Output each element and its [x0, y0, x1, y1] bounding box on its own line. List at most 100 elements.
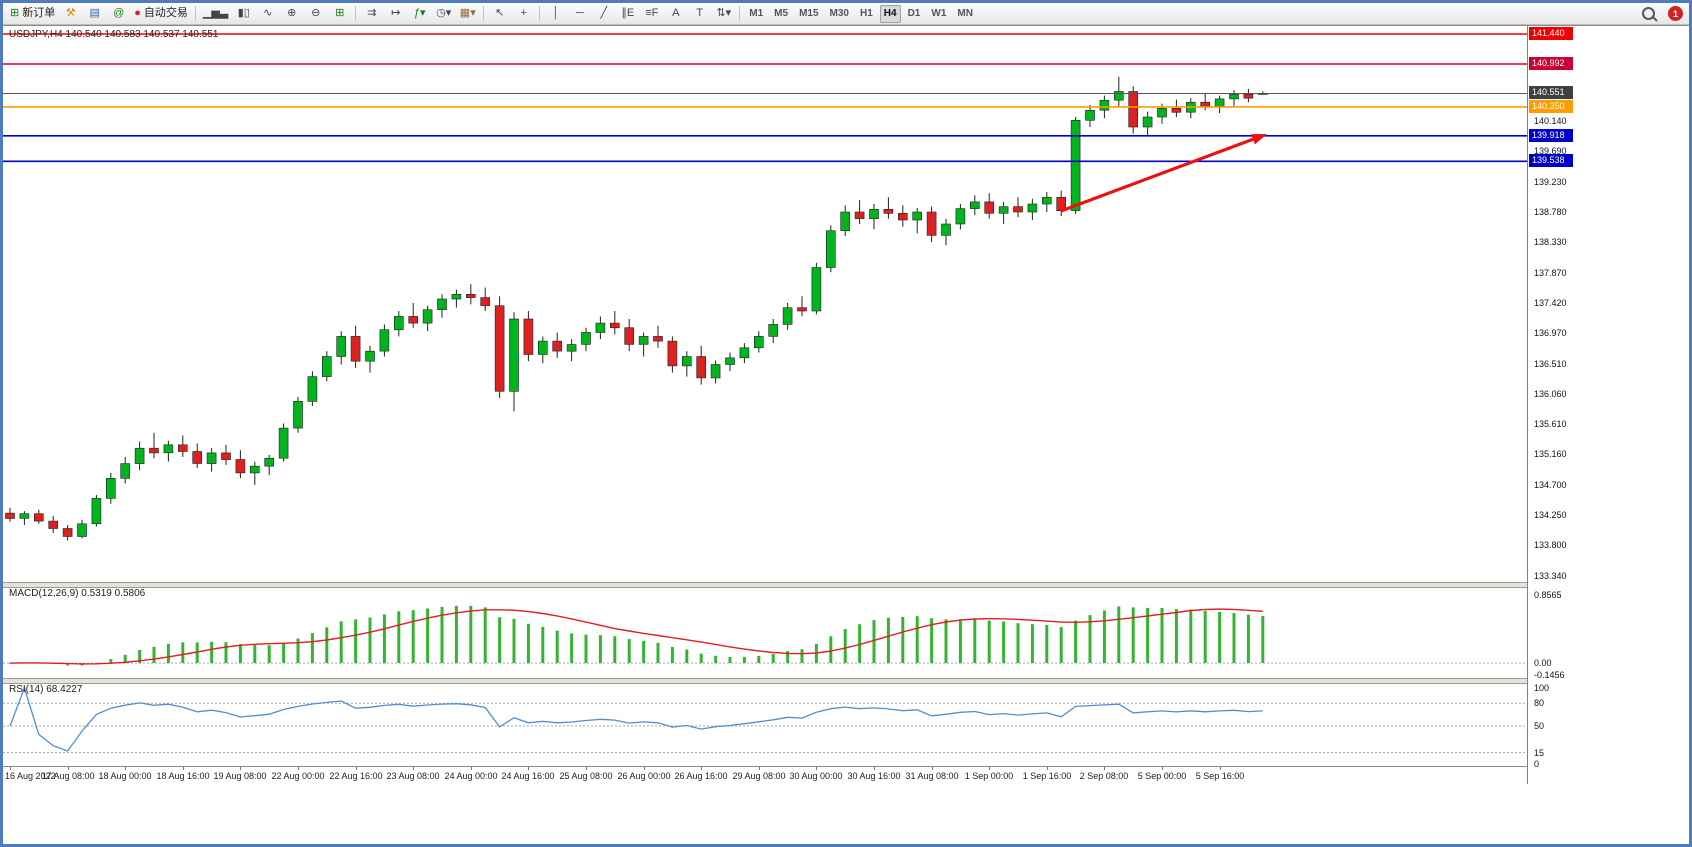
metaeditor-button[interactable]: ⚒ [59, 4, 82, 24]
price-axis[interactable]: 140.140 139.690 139.230 138.780 138.330 137.8… [1527, 26, 1689, 784]
time-label: 23 Aug 08:00 [386, 771, 440, 781]
auto-trading-label: 自动交易 [143, 7, 188, 19]
label-button[interactable]: T [688, 4, 711, 24]
time-label: 5 Sep 00:00 [1137, 771, 1187, 781]
chart-shift-button[interactable]: ↦ [384, 4, 407, 24]
price-tick: 135.160 [1534, 449, 1567, 459]
rsi-scale-tick: 80 [1534, 698, 1545, 708]
time-tick [125, 767, 126, 770]
time-label: 22 Aug 00:00 [271, 771, 325, 781]
rsi-scale-tick: 100 [1534, 683, 1550, 693]
auto-scroll-button[interactable]: ⇉ [360, 4, 383, 24]
timeframe-H4[interactable]: H4 [879, 4, 901, 23]
indicators-button[interactable]: ƒ▾ [408, 4, 431, 24]
timeframe-M5[interactable]: M5 [774, 8, 789, 19]
price-tick: 134.250 [1534, 510, 1567, 520]
tile-windows-button[interactable]: ⊞ [328, 4, 351, 24]
time-tick [759, 767, 760, 770]
zoom-in-button[interactable]: ⊕ [280, 4, 303, 24]
zoom-out-icon: ⊖ [311, 7, 321, 19]
time-axis[interactable]: 16 Aug 2022 17 Aug 08:00 18 Aug 00:00 18 Au… [3, 766, 1527, 785]
auto-trading-button[interactable]: ● 自动交易 [131, 4, 191, 24]
time-tick [183, 767, 184, 770]
timeframe-M1[interactable]: M1 [749, 8, 764, 19]
time-label: 5 Sep 16:00 [1195, 771, 1245, 781]
time-tick [1162, 767, 1163, 770]
toolbar-separator [355, 6, 357, 21]
time-label: 2 Sep 08:00 [1079, 771, 1129, 781]
horizontal-line-button[interactable]: ─ [568, 4, 591, 24]
price-tag: 140.350 [1529, 100, 1573, 113]
tile-windows-icon: ⊞ [335, 7, 345, 19]
time-tick [413, 767, 414, 770]
search-button[interactable] [1637, 4, 1660, 24]
price-tag: 139.538 [1529, 154, 1573, 167]
toolbar-separator [483, 6, 485, 21]
zoom-in-icon: ⊕ [287, 7, 297, 19]
text-button[interactable]: A [664, 4, 687, 24]
time-tick [68, 767, 69, 770]
arrows-button[interactable]: ⇅▾ [712, 4, 735, 24]
time-tick [298, 767, 299, 770]
auto-trading-icon: ● [134, 7, 141, 19]
zoom-out-button[interactable]: ⊖ [304, 4, 327, 24]
fibonacci-button[interactable]: ≡F [640, 4, 663, 24]
vertical-line-button[interactable]: │ [544, 4, 567, 24]
indicators-icon: ƒ▾ [413, 7, 426, 19]
time-label: 26 Aug 16:00 [674, 771, 728, 781]
price-tag: 140.992 [1529, 57, 1573, 70]
price-tick: 138.330 [1534, 237, 1567, 247]
rsi-scale-tick: 0 [1534, 759, 1540, 769]
timeframe-D1[interactable]: D1 [907, 8, 921, 19]
price-chart[interactable] [3, 26, 1527, 582]
time-tick [356, 767, 357, 770]
cursor-button[interactable]: ↖ [488, 4, 511, 24]
time-label: 18 Aug 16:00 [156, 771, 210, 781]
price-tick: 133.340 [1534, 571, 1567, 581]
panel-separator[interactable] [3, 582, 1527, 588]
toolbar-separator [539, 6, 541, 21]
time-label: 25 Aug 08:00 [559, 771, 613, 781]
candlestick-button[interactable]: ▮▯ [232, 4, 255, 24]
toolbar-separator [194, 6, 196, 21]
crosshair-icon: + [520, 7, 527, 19]
timeframe-W1[interactable]: W1 [931, 8, 947, 19]
cursor-icon: ↖ [495, 7, 505, 19]
trendline-button[interactable]: ╱ [592, 4, 615, 24]
time-tick [932, 767, 933, 770]
macd-label: MACD(12,26,9) 0.5319 0.5806 [9, 588, 146, 599]
chart-plot-area[interactable]: USDJPY,H4 140.540 140.583 140.537 140.55… [3, 26, 1527, 785]
time-label: 22 Aug 16:00 [329, 771, 383, 781]
time-tick [1220, 767, 1221, 770]
bar-chart-button[interactable]: ▁▅▃ [200, 4, 231, 24]
time-tick [701, 767, 702, 770]
periods-button[interactable]: ◷▾ [432, 4, 455, 24]
community-button[interactable]: @ [107, 4, 130, 24]
timeframe-M15[interactable]: M15 [799, 8, 819, 19]
line-chart-button[interactable]: ∿ [256, 4, 279, 24]
label-icon: T [696, 7, 704, 19]
timeframe-MN[interactable]: MN [957, 8, 973, 19]
channel-button[interactable]: ∥E [616, 4, 639, 24]
macd-panel[interactable] [3, 586, 1527, 678]
templates-button[interactable]: ▦▾ [456, 4, 479, 24]
time-tick [1104, 767, 1105, 770]
price-tick: 135.610 [1534, 419, 1567, 429]
crosshair-button[interactable]: + [512, 4, 535, 24]
timeframe-H1[interactable]: H1 [859, 8, 873, 19]
rsi-scale-tick: 50 [1534, 721, 1545, 731]
price-tick: 139.690 [1534, 146, 1567, 156]
chart-window-button[interactable]: ▤ [83, 4, 106, 24]
time-label: 30 Aug 00:00 [789, 771, 843, 781]
toolbar: ⊞ 新订单 ⚒ ▤ @ ● 自动交易 ▁▅▃ ▮▯ ∿ ⊕ ⊖ ⊞ ⇉ ↦ ƒ▾ ◷▾ ▦▾ ↖ + │ ─ ╱ ∥E ≡F A T… [3, 3, 1689, 25]
time-label: 16 Aug 2022 [5, 771, 56, 781]
time-label: 26 Aug 00:00 [617, 771, 671, 781]
new-order-button[interactable]: ⊞ 新订单 [7, 4, 58, 24]
panel-separator[interactable] [3, 678, 1527, 684]
horizontal-line-icon: ─ [575, 7, 584, 19]
price-tick: 136.060 [1534, 389, 1567, 399]
notification-badge[interactable]: 1 [1668, 6, 1683, 21]
timeframe-M30[interactable]: M30 [829, 8, 849, 19]
rsi-panel[interactable] [3, 682, 1527, 766]
